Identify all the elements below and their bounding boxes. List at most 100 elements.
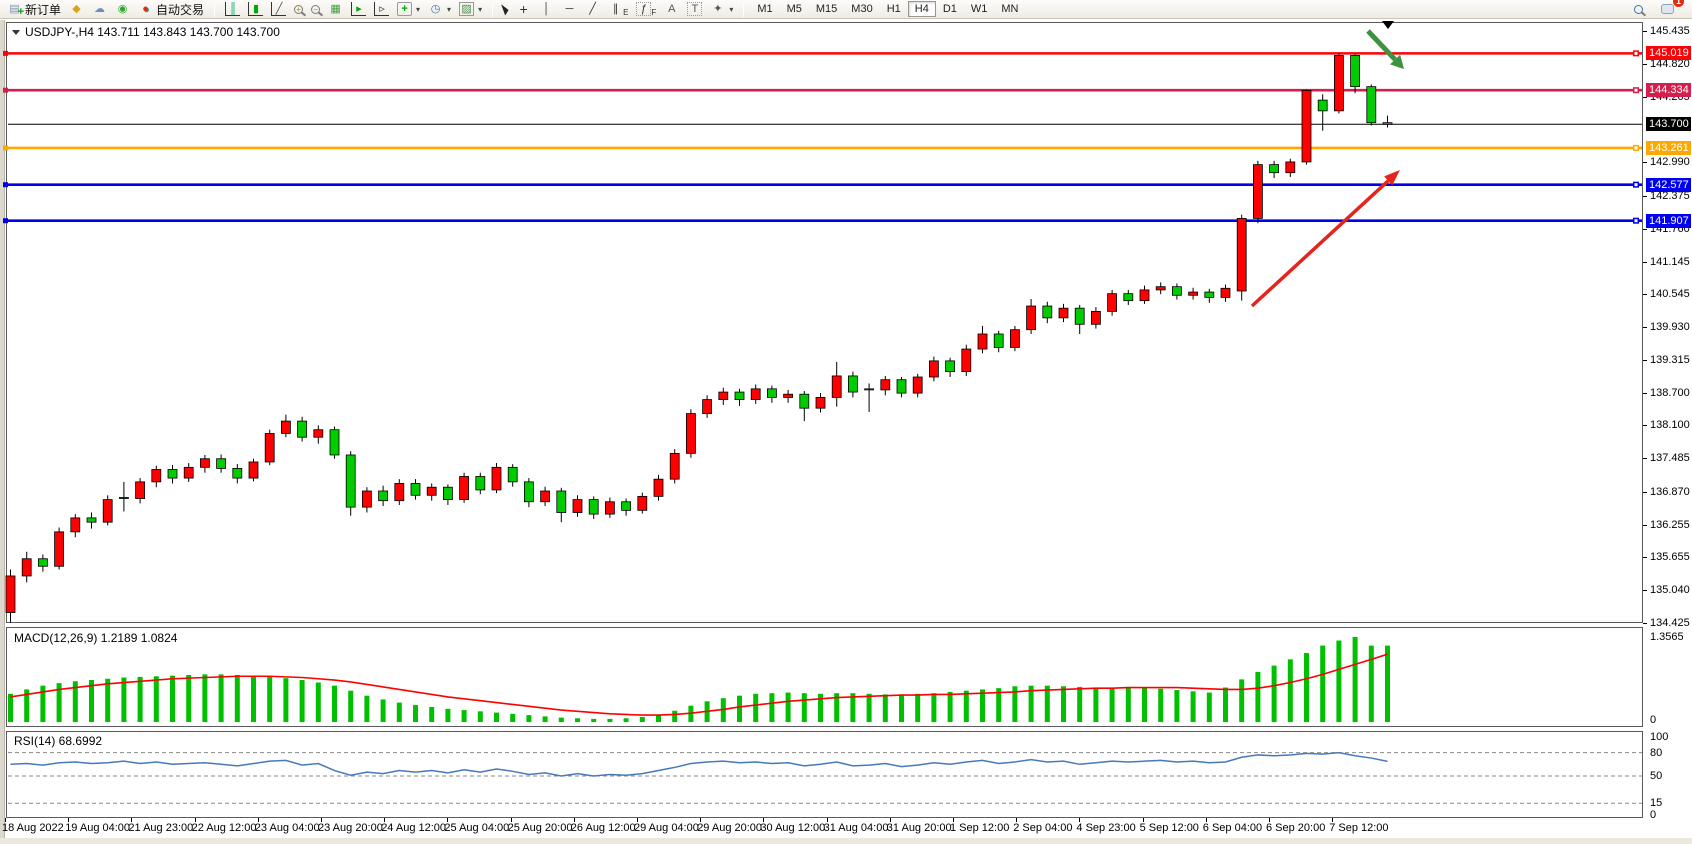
templates-button[interactable]: ▨ ▾ — [455, 1, 486, 18]
candle — [1107, 289, 1117, 316]
toolbar-separator — [492, 1, 494, 17]
indicators-button[interactable]: + ▾ — [393, 1, 424, 18]
search-button[interactable] — [1630, 1, 1647, 18]
macd-signal-line — [10, 653, 1388, 716]
periods-button[interactable]: ◷ ▾ — [424, 1, 455, 18]
auto-scroll-button[interactable]: ▸ — [347, 1, 370, 18]
candle — [621, 498, 631, 516]
x-axis-tick-mark — [1079, 818, 1081, 822]
candle — [993, 330, 1004, 353]
vertical-line-button[interactable]: │ — [535, 1, 558, 18]
fibonacci-f-label: F — [651, 7, 657, 17]
timeframe-h4-button[interactable]: H4 — [907, 1, 936, 17]
candle — [345, 451, 356, 516]
x-axis-tick-mark — [321, 818, 322, 822]
y-axis-tick-label: 139.315 — [1650, 354, 1690, 367]
y-axis-tick-label: 139.930 — [1650, 320, 1690, 333]
candle — [880, 375, 891, 396]
x-axis-tick-mark — [447, 818, 449, 822]
price-line-badge: 144.334 — [1646, 83, 1691, 98]
line-studies-toolbar: + │ ─ ╱ ∥ E ƒ F A T ✦ ▾ — [496, 0, 740, 19]
new-order-button[interactable]: ▤ + 新订单 — [3, 1, 65, 19]
rsi-pane — [6, 731, 1643, 818]
y-axis-tick-label: 137.485 — [1650, 452, 1690, 465]
auto-scroll-icon: ▸ — [351, 2, 367, 16]
candle — [653, 474, 664, 501]
timeframe-m15-button[interactable]: M15 — [815, 3, 838, 15]
market-watch-button[interactable]: ◆ — [65, 1, 88, 18]
candle — [1269, 160, 1279, 179]
black-down-arrow-marker[interactable] — [1382, 21, 1394, 29]
arrows-tool-button[interactable]: ✦ ▾ — [706, 1, 737, 18]
candle — [896, 377, 907, 398]
rsi-level-label: 100 — [1650, 731, 1669, 743]
line-handle-left[interactable] — [3, 87, 8, 93]
trendline-button[interactable]: ╱ — [581, 1, 604, 18]
navigator-button[interactable]: ☁ — [88, 1, 111, 18]
line-handle-left[interactable] — [3, 182, 8, 188]
line-handle-center-dot — [1634, 51, 1638, 55]
text-label-button[interactable]: T — [683, 1, 706, 18]
zoom-in-button[interactable]: + — [290, 1, 307, 18]
x-axis-tick-mark — [637, 818, 638, 822]
arrows-tool-icon: ✦ — [713, 3, 723, 15]
standard-toolbar: ▤ + 新订单 ◆ ☁ ◉ ● 自动交易 — [0, 0, 211, 19]
green-trend-arrow[interactable] — [1366, 29, 1404, 69]
line-chart-button[interactable]: ╱ — [267, 1, 290, 18]
zoom-out-button[interactable]: − — [307, 1, 324, 18]
equidistant-channel-button[interactable]: ∥ E — [604, 1, 632, 18]
timeframe-h1-button[interactable]: H1 — [886, 3, 901, 15]
y-axis-tick-label: 138.100 — [1650, 419, 1690, 432]
y-axis-tick-mark — [1643, 31, 1647, 32]
x-axis-label: 25 Aug 20:00 — [507, 822, 573, 834]
candle — [686, 409, 696, 458]
y-axis-tick-label: 135.655 — [1650, 550, 1690, 563]
timeframe-w1-button[interactable]: W1 — [970, 3, 988, 15]
rsi-level-label: 50 — [1650, 770, 1663, 782]
x-axis-tick-mark — [194, 818, 196, 822]
timeframe-d1-button[interactable]: D1 — [942, 3, 957, 15]
x-axis-tick-mark — [1205, 818, 1207, 822]
y-axis-tick-label: 142.375 — [1650, 189, 1690, 202]
chat-button[interactable]: 1 — [1657, 0, 1684, 18]
candle — [1188, 287, 1198, 300]
timeframe-mn-button[interactable]: MN — [1001, 3, 1019, 15]
y-axis-tick-mark — [1643, 162, 1647, 164]
candle — [1285, 158, 1296, 177]
window-bottom-edge — [0, 838, 1692, 844]
autotrading-button[interactable]: ● 自动交易 — [134, 1, 208, 18]
y-axis-tick-mark — [1643, 97, 1647, 99]
candle — [1382, 115, 1393, 128]
line-handle-left[interactable] — [3, 145, 8, 151]
x-axis-tick-mark — [131, 818, 133, 822]
timeframe-m1-button[interactable]: M1 — [757, 3, 773, 15]
chat-icon — [1661, 4, 1674, 14]
market-watch-icon: ◆ — [72, 3, 81, 15]
candle — [135, 478, 146, 504]
line-handle-center-dot — [1634, 219, 1638, 223]
tile-windows-button[interactable]: ▦ — [324, 1, 347, 18]
candle — [459, 472, 470, 503]
candle — [1236, 214, 1247, 301]
x-axis-tick-mark — [700, 818, 702, 822]
crosshair-button[interactable]: + — [512, 1, 535, 18]
fibonacci-button[interactable]: ƒ F — [632, 1, 660, 18]
bar-chart-button[interactable]: ║ — [221, 1, 244, 18]
line-handle-left[interactable] — [3, 50, 8, 56]
chart-menu-triangle-icon[interactable] — [12, 29, 20, 35]
candle — [1220, 284, 1231, 302]
text-button[interactable]: A — [660, 1, 683, 18]
y-axis-tick-mark — [1643, 589, 1647, 591]
candle — [702, 395, 712, 418]
signals-button[interactable]: ◉ — [111, 1, 134, 18]
line-handle-left[interactable] — [3, 218, 8, 224]
horizontal-line-button[interactable]: ─ — [558, 1, 581, 18]
chart-shift-button[interactable]: ▹ — [370, 1, 393, 18]
timeframe-m5-button[interactable]: M5 — [786, 3, 802, 15]
timeframe-m30-button[interactable]: M30 — [851, 3, 873, 15]
red-trend-arrow[interactable] — [1250, 170, 1400, 308]
candlestick-button[interactable]: ▮ — [244, 1, 267, 18]
line-chart-icon: ╱ — [271, 2, 287, 16]
candle — [264, 429, 275, 466]
